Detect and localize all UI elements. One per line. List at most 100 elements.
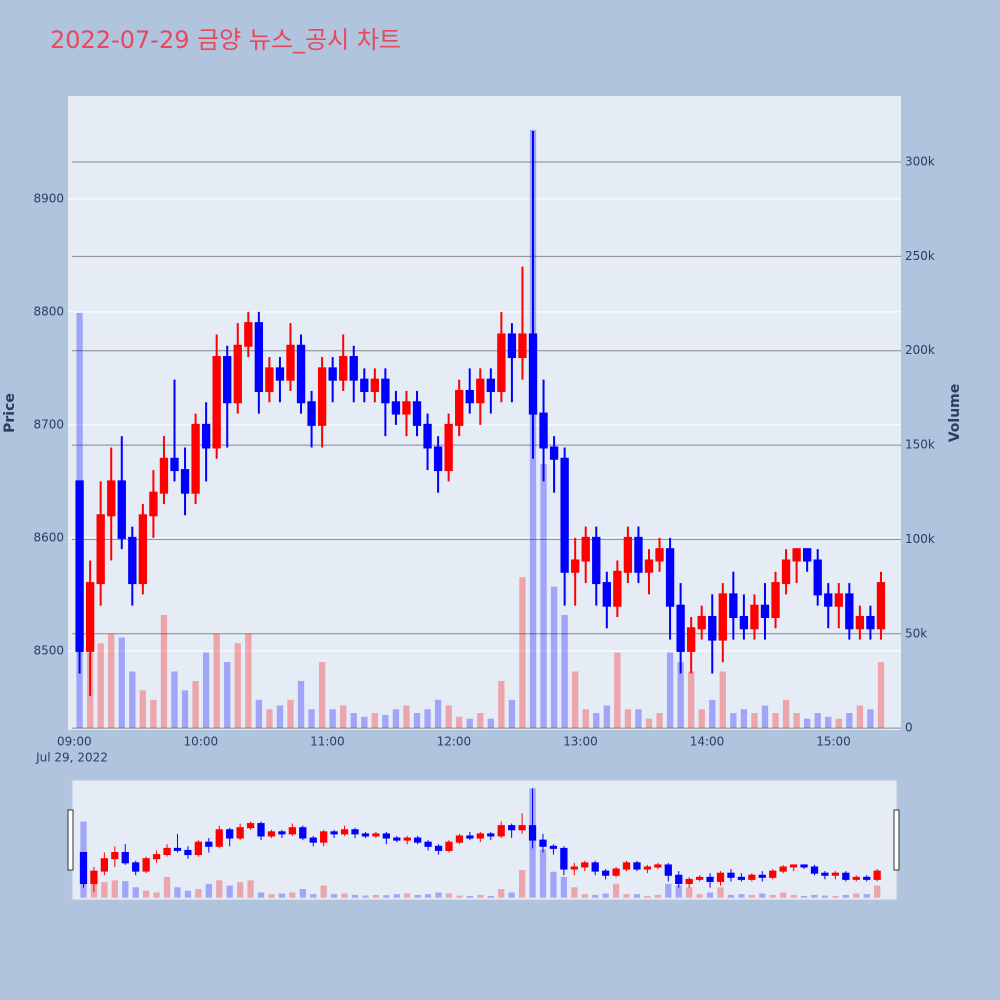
candle-body bbox=[180, 469, 190, 494]
candle-body bbox=[233, 344, 242, 404]
volume-bar bbox=[122, 881, 129, 898]
candle-body bbox=[96, 514, 105, 585]
candle-body bbox=[455, 389, 464, 426]
candle-body bbox=[320, 831, 328, 843]
candle-body bbox=[779, 866, 787, 872]
candle-body bbox=[444, 423, 453, 472]
candle-body bbox=[571, 559, 580, 573]
candle-body bbox=[644, 559, 654, 573]
volume-bar bbox=[424, 894, 432, 898]
volume-bar bbox=[727, 894, 735, 898]
volume-bar bbox=[97, 643, 104, 729]
candle-body bbox=[831, 872, 840, 876]
volume-bar bbox=[351, 894, 359, 898]
candle-body bbox=[570, 866, 578, 870]
volume-bar bbox=[814, 713, 821, 729]
candle-body bbox=[842, 872, 850, 880]
volume-bar bbox=[696, 894, 703, 898]
candle-body bbox=[107, 480, 116, 517]
volume-bar bbox=[508, 892, 515, 898]
range-slider[interactable] bbox=[71, 779, 898, 901]
candle-body bbox=[560, 457, 569, 573]
volume-bar bbox=[226, 885, 233, 898]
candle-body bbox=[393, 837, 401, 841]
volume-bar bbox=[192, 680, 199, 729]
volume-bar bbox=[561, 614, 568, 729]
x-tick-label: 11:00 bbox=[310, 735, 345, 749]
volume-bar bbox=[255, 699, 263, 729]
volume-bar bbox=[287, 699, 294, 729]
volume-bar bbox=[129, 671, 136, 729]
volume-bar bbox=[445, 705, 452, 729]
volume-bar bbox=[330, 894, 338, 898]
volume-bar bbox=[790, 894, 797, 898]
y2-tick-label: 0 bbox=[905, 721, 913, 735]
y2-tick-label: 200k bbox=[905, 343, 935, 357]
volume-bar bbox=[171, 671, 178, 729]
volume-bar bbox=[456, 895, 463, 898]
volume-bar bbox=[245, 633, 252, 729]
volume-bar bbox=[560, 876, 567, 898]
candle-body bbox=[414, 837, 422, 843]
volume-bar bbox=[153, 892, 160, 898]
volume-bar bbox=[738, 894, 745, 898]
y-tick-label: 8700 bbox=[33, 417, 64, 431]
candle-body bbox=[340, 829, 349, 835]
volume-bar bbox=[769, 894, 776, 898]
candle-body bbox=[391, 401, 401, 415]
volume-bar bbox=[276, 705, 284, 729]
candle-body bbox=[518, 825, 526, 831]
candle-body bbox=[591, 862, 599, 872]
candle-body bbox=[117, 480, 126, 539]
volume-bar bbox=[289, 892, 296, 898]
candle-body bbox=[634, 536, 643, 573]
candle-body bbox=[286, 344, 295, 381]
volume-bar bbox=[686, 887, 693, 898]
candle-body bbox=[476, 833, 484, 839]
volume-bar bbox=[202, 652, 210, 729]
volume-bar bbox=[435, 892, 442, 898]
candle-body bbox=[75, 480, 84, 652]
candle-body bbox=[602, 582, 611, 607]
candle-body bbox=[360, 378, 369, 392]
candle-body bbox=[351, 829, 359, 835]
candle-body bbox=[497, 333, 506, 392]
candle-body bbox=[602, 870, 610, 876]
volume-bar bbox=[466, 718, 473, 729]
candle-body bbox=[623, 536, 633, 573]
candle-body bbox=[349, 356, 358, 381]
candle-body bbox=[643, 866, 652, 870]
candle-body bbox=[191, 423, 200, 494]
volume-bar bbox=[268, 894, 275, 898]
candle-body bbox=[821, 872, 829, 876]
candle-body bbox=[215, 829, 223, 847]
volume-bar bbox=[160, 614, 168, 729]
candle-body bbox=[100, 858, 109, 872]
volume-bar bbox=[582, 709, 589, 729]
candle-body bbox=[866, 615, 875, 630]
volume-bar bbox=[247, 880, 254, 898]
volume-bar bbox=[205, 883, 212, 898]
volume-bar bbox=[445, 893, 453, 898]
range-handle-left[interactable] bbox=[67, 809, 74, 871]
y-tick-label: 8500 bbox=[33, 643, 64, 657]
volume-bar bbox=[644, 895, 651, 898]
volume-bar bbox=[863, 894, 870, 898]
candle-body bbox=[802, 548, 812, 562]
volume-bar bbox=[143, 890, 150, 898]
candle-body bbox=[863, 876, 871, 880]
candle-body bbox=[402, 401, 411, 415]
candle-body bbox=[876, 582, 886, 630]
candle-body bbox=[613, 570, 622, 607]
volume-bar bbox=[571, 887, 578, 898]
range-handle-right[interactable] bbox=[893, 809, 900, 871]
volume-bar bbox=[612, 883, 620, 898]
candle-body bbox=[244, 322, 253, 347]
volume-bar bbox=[234, 643, 241, 729]
candle-body bbox=[792, 548, 801, 562]
volume-bar bbox=[793, 713, 800, 729]
candle-body bbox=[549, 446, 559, 460]
volume-bar bbox=[717, 887, 724, 898]
candle-body bbox=[581, 536, 590, 562]
